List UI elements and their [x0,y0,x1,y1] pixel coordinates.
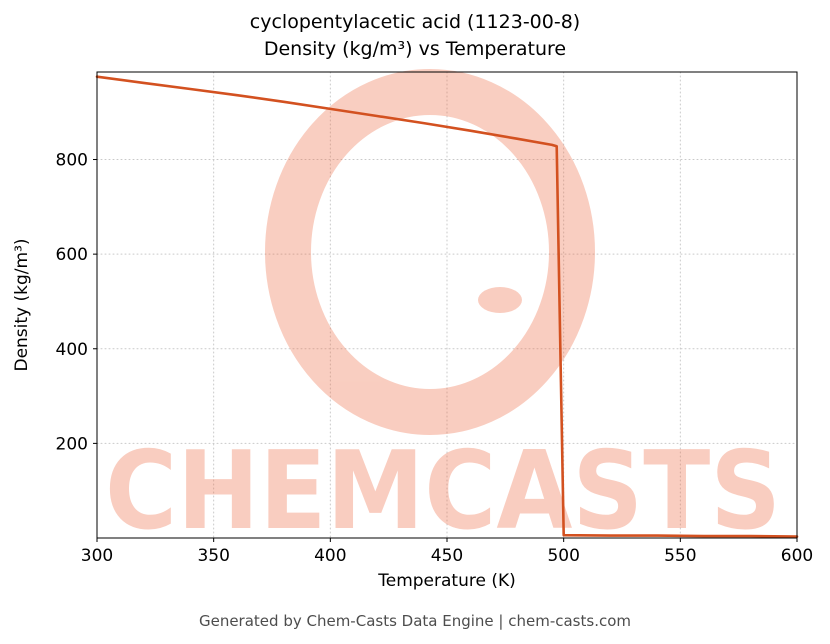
y-tick-label: 200 [56,434,88,454]
x-tick-label: 350 [197,546,229,566]
x-axis-label: Temperature (K) [377,571,516,591]
watermark-ring-icon [265,69,595,435]
y-tick-label: 800 [56,151,88,171]
footer-credit: Generated by Chem-Casts Data Engine | ch… [198,612,632,630]
watermark-text: CHEMCASTS [105,429,781,554]
chart-title-line1: cyclopentylacetic acid (1123-00-8) [249,11,581,33]
y-tick-label: 600 [56,245,88,265]
chemcasts-watermark: CHEMCASTS [105,69,781,554]
x-tick-label: 450 [431,546,463,566]
y-tick-label: 400 [56,340,88,360]
y-axis-label: Density (kg/m³) [12,238,32,371]
x-tick-label: 500 [547,546,579,566]
x-tick-label: 600 [781,546,813,566]
density-series-line [95,75,799,538]
watermark-dot-icon [478,287,522,313]
chart-title: cyclopentylacetic acid (1123-00-8) Densi… [0,9,830,63]
x-tick-label: 300 [81,546,113,566]
x-tick-label: 400 [314,546,346,566]
x-tick-label: 550 [664,546,696,566]
chart-title-line2: Density (kg/m³) vs Temperature [263,37,567,60]
